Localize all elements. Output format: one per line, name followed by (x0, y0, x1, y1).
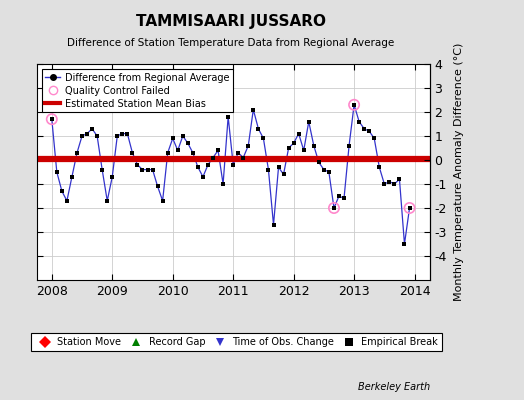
Point (380, 181, 388, 187)
Point (163, 150, 172, 156)
Point (128, 150, 137, 156)
Point (400, 241, 409, 247)
Point (406, 205, 414, 211)
Point (300, 147, 308, 154)
Point (133, 162, 141, 168)
Point (406, 205, 414, 211)
Point (194, 164, 202, 170)
Point (345, 142, 353, 149)
Point (179, 133, 187, 139)
Point (330, 205, 338, 211)
Point (325, 169, 333, 175)
Point (173, 147, 182, 154)
Point (154, 183, 162, 190)
Point (395, 176, 403, 182)
Point (48, 116, 56, 122)
Y-axis label: Monthly Temperature Anomaly Difference (°C): Monthly Temperature Anomaly Difference (… (454, 43, 464, 301)
Point (244, 142, 253, 149)
Point (52, 169, 61, 175)
Point (78, 133, 86, 139)
Point (204, 162, 212, 168)
Point (350, 102, 358, 108)
Point (365, 128, 374, 134)
Point (219, 181, 227, 187)
Point (73, 150, 81, 156)
Text: TAMMISAARI JUSSARO: TAMMISAARI JUSSARO (136, 14, 325, 29)
Point (58, 188, 66, 194)
Point (169, 135, 177, 142)
Point (275, 164, 283, 170)
Point (108, 174, 116, 180)
Point (123, 130, 132, 137)
Point (264, 166, 272, 173)
Point (224, 114, 232, 120)
Point (269, 222, 278, 228)
Text: Berkeley Earth: Berkeley Earth (357, 382, 430, 392)
Point (304, 118, 313, 125)
Point (199, 174, 207, 180)
Point (355, 118, 363, 125)
Point (68, 174, 76, 180)
Point (183, 140, 192, 146)
Point (229, 162, 237, 168)
Point (148, 166, 157, 173)
Point (98, 166, 106, 173)
Text: Difference of Station Temperature Data from Regional Average: Difference of Station Temperature Data f… (67, 38, 394, 48)
Point (239, 154, 247, 161)
Point (158, 198, 167, 204)
Point (88, 126, 96, 132)
Point (189, 150, 197, 156)
Legend: Difference from Regional Average, Quality Control Failed, Estimated Station Mean: Difference from Regional Average, Qualit… (41, 69, 233, 112)
Point (259, 135, 268, 142)
Point (138, 166, 147, 173)
Point (63, 198, 71, 204)
Point (93, 133, 101, 139)
Point (375, 164, 384, 170)
Point (340, 195, 348, 202)
Point (279, 171, 288, 178)
Point (320, 166, 328, 173)
Point (249, 106, 257, 113)
Point (294, 130, 303, 137)
Point (370, 135, 378, 142)
Point (330, 205, 338, 211)
Point (234, 150, 243, 156)
Point (214, 147, 222, 154)
Point (254, 126, 263, 132)
Point (335, 193, 343, 199)
Point (360, 126, 368, 132)
Point (118, 130, 126, 137)
Point (143, 166, 151, 173)
Point (285, 145, 293, 151)
Point (390, 181, 399, 187)
Point (48, 116, 56, 122)
Point (350, 102, 358, 108)
Point (289, 140, 298, 146)
Point (314, 159, 323, 166)
Point (113, 133, 122, 139)
Point (310, 142, 318, 149)
Point (209, 154, 217, 161)
Point (103, 198, 112, 204)
Legend: Station Move, Record Gap, Time of Obs. Change, Empirical Break: Station Move, Record Gap, Time of Obs. C… (31, 333, 442, 351)
Point (83, 130, 91, 137)
Point (385, 178, 394, 185)
